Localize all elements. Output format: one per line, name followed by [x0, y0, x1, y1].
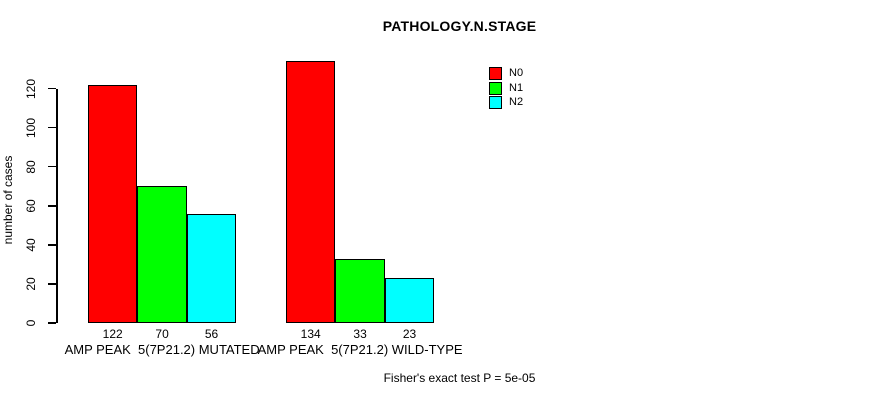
bar-value-label: 122 — [102, 327, 123, 341]
y-tick-mark — [48, 87, 56, 90]
y-tick-label: 80 — [24, 159, 38, 174]
y-tick-label: 40 — [24, 238, 38, 252]
legend-item-n2: N2 — [489, 96, 523, 110]
legend-swatch-n0 — [489, 67, 502, 81]
y-tick-mark — [48, 205, 56, 207]
bar-n0-group1 — [88, 84, 138, 323]
legend-label: N0 — [509, 67, 524, 80]
y-tick-mark — [48, 244, 56, 246]
y-tick-label: 120 — [24, 78, 38, 99]
y-tick-label: 20 — [24, 277, 38, 291]
y-tick-mark — [48, 165, 56, 168]
x-group-label: AMP PEAK 5(7P21.2) MUTATED — [64, 342, 260, 357]
chart-title: PATHOLOGY.N.STAGE — [382, 18, 537, 34]
legend-item-n0: N0 — [489, 67, 523, 81]
bar-n1-group1 — [137, 186, 187, 323]
y-tick-mark — [48, 126, 56, 129]
legend-swatch-n2 — [489, 96, 502, 110]
y-tick-label: 100 — [24, 117, 38, 138]
legend-label: N1 — [509, 81, 524, 94]
bar-n1-group2 — [335, 258, 385, 323]
bar-n0-group2 — [286, 61, 336, 323]
bar-value-label: 70 — [155, 327, 169, 341]
legend-item-n1: N1 — [489, 81, 524, 96]
y-tick-label: 60 — [24, 199, 38, 213]
bar-value-label: 56 — [204, 327, 219, 341]
legend: N0 N1 N2 — [489, 67, 523, 111]
bar-n2-group1 — [186, 213, 237, 323]
y-tick-mark — [48, 322, 56, 324]
bar-n2-group2 — [384, 278, 435, 323]
y-tick-mark — [48, 283, 56, 285]
y-axis-line — [56, 88, 58, 323]
bar-value-label: 23 — [402, 327, 417, 341]
bar-value-label: 33 — [353, 327, 367, 341]
stats-annotation: Fisher's exact test P = 5e-05 — [383, 371, 536, 385]
legend-swatch-n1 — [489, 81, 502, 95]
x-group-label: AMP PEAK 5(7P21.2) WILD-TYPE — [257, 342, 463, 357]
y-tick-label: 0 — [24, 319, 38, 327]
bar-value-label: 134 — [300, 327, 321, 341]
legend-label: N2 — [509, 96, 524, 109]
